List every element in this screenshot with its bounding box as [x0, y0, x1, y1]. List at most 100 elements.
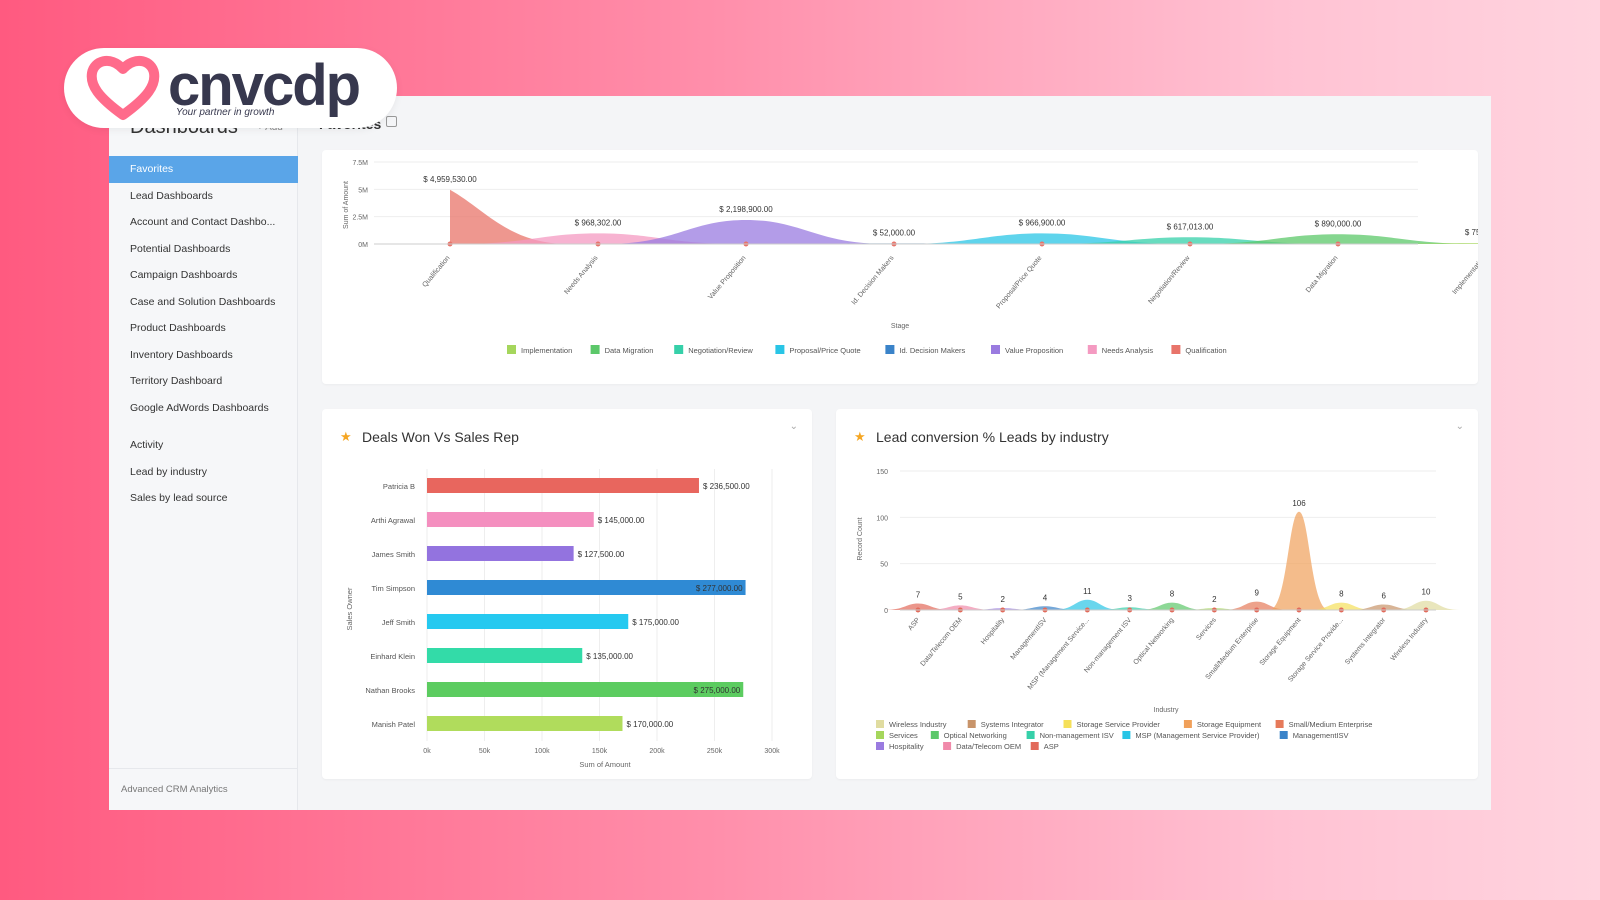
favorite-star-icon[interactable]: ★ — [340, 429, 352, 444]
sidebar-item-lead-dashboards[interactable]: Lead Dashboards — [130, 189, 213, 202]
legend-swatch — [1122, 731, 1131, 739]
legend-item: Qualification — [1185, 346, 1226, 355]
x-axis-label: Sum of Amount — [579, 760, 631, 769]
brand-logo: cnvcdp Your partner in growth — [64, 48, 397, 128]
x-tick-label: Needs Analysis — [563, 254, 599, 296]
x-tick-label: Non-management ISV — [1083, 617, 1133, 675]
data-label: $ 966,900.00 — [1019, 218, 1066, 227]
data-label: $ 4,959,530.00 — [423, 175, 477, 184]
legend-item: Small/Medium Enterprise — [1289, 720, 1373, 729]
legend-swatch — [1171, 345, 1181, 354]
legend-swatch — [930, 731, 939, 739]
sidebar-item-account-contact[interactable]: Account and Contact Dashbo... — [130, 216, 276, 228]
legend-item: ASP — [1044, 742, 1059, 751]
sidebar-item-sales-by-lead-source[interactable]: Sales by lead source — [130, 492, 228, 504]
favorite-star-icon[interactable]: ★ — [854, 429, 866, 444]
legend-swatch — [590, 345, 600, 354]
bar — [427, 546, 574, 561]
data-label: 3 — [1127, 594, 1132, 603]
sidebar-item-territory[interactable]: Territory Dashboard — [130, 375, 223, 387]
legend-item: Needs Analysis — [1102, 346, 1154, 355]
legend-swatch — [876, 720, 884, 728]
sidebar-item-favorites[interactable]: Favorites — [109, 156, 298, 183]
area-peak — [901, 233, 1183, 244]
data-label: 2 — [1212, 595, 1217, 604]
legend-swatch — [943, 742, 952, 750]
area-peak — [884, 603, 952, 610]
y-axis-label: Record Count — [857, 517, 864, 560]
legend-swatch — [507, 345, 516, 354]
data-label: $ 968,302.00 — [575, 218, 622, 227]
x-tick-label: Data Migration — [1305, 255, 1340, 294]
pipeline-chart-card: 7.5M 5M 2.5M 0M Sum of Amount $ 4,959,530.00 Q… — [322, 150, 1491, 384]
sidebar-footer: Advanced CRM Analytics — [109, 768, 298, 810]
bar-value-label: $ 170,000.00 — [627, 720, 674, 729]
x-tick-label: Id. Decision Makers — [851, 254, 896, 306]
lead-conversion-card: ★ Lead conversion % Leads by industry ⌄ … — [836, 409, 1478, 779]
sidebar-item-case-solution[interactable]: Case and Solution Dashboards — [130, 295, 276, 308]
area-peak — [1345, 243, 1491, 244]
x-tick-label: Implementation — [1451, 255, 1478, 296]
legend-item: Id. Decision Makers — [899, 346, 965, 355]
legend-swatch — [876, 742, 884, 750]
bar-value-label: $ 175,000.00 — [632, 618, 679, 627]
heart-logo-icon — [86, 55, 160, 120]
dashboard-list: Favorites Lead Dashboards Account and Co… — [109, 156, 298, 421]
y-tick-label: 5M — [358, 187, 368, 194]
y-tick-label: James Smith — [372, 550, 415, 559]
y-tick-label: Jeff Smith — [382, 618, 415, 627]
data-label: 11 — [1083, 587, 1092, 596]
bar — [427, 648, 583, 663]
logo-wordmark: cnvcdp — [168, 52, 361, 118]
area-peak — [1222, 601, 1291, 610]
bar-value-label: $ 145,000.00 — [598, 516, 645, 525]
sidebar-item-inventory[interactable]: Inventory Dashboards — [130, 348, 233, 361]
x-tick-label: Wireless Industry — [1390, 616, 1430, 662]
y-tick-label: 50 — [880, 562, 888, 569]
sidebar-item-lead-by-industry[interactable]: Lead by industry — [130, 465, 208, 478]
chevron-down-icon[interactable]: ⌄ — [789, 421, 798, 432]
x-tick-label: 150k — [592, 748, 608, 755]
report-list: Activity Lead by industry Sales by lead … — [109, 432, 298, 512]
x-tick-label: Proposal/Price Quote — [995, 255, 1043, 311]
y-tick-label: 2.5M — [352, 215, 368, 222]
data-label: 6 — [1381, 591, 1386, 600]
x-tick-label: ASP — [907, 617, 922, 632]
data-label: 4 — [1043, 593, 1048, 602]
x-axis-label: Industry — [1154, 707, 1179, 714]
y-tick-label: Einhard Klein — [370, 652, 415, 661]
x-tick-label: ManagementISV — [1010, 617, 1049, 662]
legend-swatch — [775, 345, 785, 354]
external-link-icon[interactable] — [386, 116, 397, 127]
x-tick-label: Data/Telecom OEM — [919, 617, 963, 668]
y-tick-label: 0M — [358, 242, 368, 249]
legend-swatch — [1183, 720, 1192, 728]
chevron-down-icon[interactable]: ⌄ — [1455, 421, 1464, 432]
sidebar-item-product[interactable]: Product Dashboards — [130, 322, 226, 334]
data-label: 106 — [1292, 499, 1306, 508]
y-tick-label: Nathan Brooks — [365, 686, 415, 695]
y-tick-label: 7.5M — [352, 160, 368, 167]
x-tick-label: Services — [1195, 616, 1218, 641]
sidebar: Dashboards + Add Favorites Lead Dashboar… — [109, 96, 298, 810]
sidebar-item-campaign[interactable]: Campaign Dashboards — [130, 269, 238, 281]
sidebar-item-potential[interactable]: Potential Dashboards — [130, 242, 231, 255]
legend-swatch — [674, 345, 684, 354]
legend-swatch — [1087, 345, 1097, 354]
sidebar-item-google-adwords[interactable]: Google AdWords Dashboards — [130, 401, 269, 414]
legend-swatch — [1026, 731, 1035, 739]
legend-swatch — [991, 345, 1000, 354]
legend-swatch — [876, 731, 884, 739]
area-peak — [605, 219, 887, 244]
legend-item: ManagementISV — [1293, 731, 1349, 740]
legend-item: Negotiation/Review — [688, 346, 753, 355]
y-axis-label: Sales Owner — [345, 587, 354, 630]
x-tick-label: Hospitality — [980, 616, 1006, 646]
x-tick-label: Systems Integrator — [1344, 616, 1388, 666]
sidebar-item-activity[interactable]: Activity — [130, 439, 164, 451]
x-tick-label: Optical Networking — [1132, 617, 1175, 667]
data-label: 9 — [1254, 589, 1259, 598]
data-label: $ 617,013.00 — [1167, 222, 1214, 231]
bar — [427, 716, 623, 731]
data-label: $ 75,000.00 — [1465, 228, 1478, 237]
